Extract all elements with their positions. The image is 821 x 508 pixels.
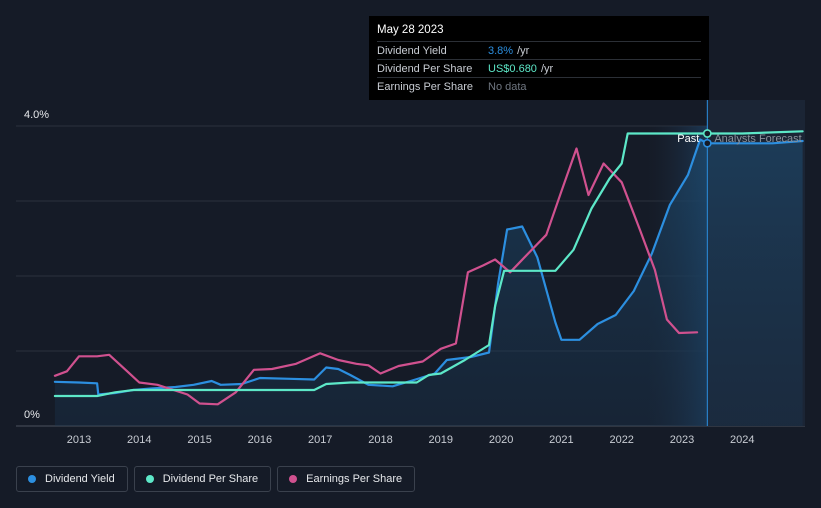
legend-item-dividend-yield[interactable]: Dividend Yield xyxy=(16,466,128,492)
tooltip-label: Dividend Yield xyxy=(377,44,447,57)
legend-dot-icon xyxy=(28,475,36,483)
tooltip-value: US$0.680 xyxy=(488,62,537,75)
x-tick-label: 2024 xyxy=(730,434,754,446)
past-label: Past xyxy=(677,133,699,145)
tooltip-date: May 28 2023 xyxy=(377,24,444,36)
x-tick-label: 2014 xyxy=(127,434,151,446)
dividend-yield-area xyxy=(54,139,803,426)
tooltip-row-dividend-yield: Dividend Yield 3.8% /yr xyxy=(377,41,701,59)
tooltip-label: Dividend Per Share xyxy=(377,62,473,75)
legend-label: Dividend Yield xyxy=(45,473,115,485)
legend-item-dividend-per-share[interactable]: Dividend Per Share xyxy=(133,466,272,492)
tooltip-row-dividend-per-share: Dividend Per Share US$0.680 /yr xyxy=(377,59,701,77)
chart-legend: Dividend Yield Dividend Per Share Earnin… xyxy=(16,466,416,492)
tooltip-unit: /yr xyxy=(517,44,530,57)
x-tick-label: 2019 xyxy=(429,434,453,446)
tooltip-label: Earnings Per Share xyxy=(377,80,473,93)
x-tick-label: 2015 xyxy=(187,434,211,446)
legend-item-earnings-per-share[interactable]: Earnings Per Share xyxy=(277,466,416,492)
x-tick-label: 2018 xyxy=(368,434,392,446)
dividend-yield-marker xyxy=(702,138,712,148)
dividend-per-share-line xyxy=(53,130,804,398)
legend-label: Earnings Per Share xyxy=(306,473,403,485)
y-tick-label-max: 4.0% xyxy=(24,109,49,121)
legend-dot-icon xyxy=(289,475,298,483)
tooltip-unit: /yr xyxy=(540,62,554,75)
y-tick-label-zero: 0% xyxy=(24,409,40,421)
x-tick-label: 2017 xyxy=(308,434,332,446)
x-tick-label: 2016 xyxy=(248,434,272,446)
dividend-per-share-marker xyxy=(702,129,712,138)
earnings-per-share-line xyxy=(53,147,699,406)
tooltip-value: No data xyxy=(488,80,527,93)
x-tick-label: 2020 xyxy=(489,434,513,446)
forecast-label: Analysts Forecast xyxy=(714,133,801,145)
hover-tooltip: May 28 2023 Dividend Yield 3.8% /yr Divi… xyxy=(369,16,709,100)
tooltip-value: 3.8% xyxy=(488,44,514,57)
x-tick-label: 2022 xyxy=(609,434,633,446)
x-tick-label: 2013 xyxy=(67,434,91,446)
x-tick-label: 2023 xyxy=(670,434,694,446)
x-tick-label: 2021 xyxy=(549,434,573,446)
legend-dot-icon xyxy=(145,475,154,483)
legend-label: Dividend Per Share xyxy=(162,473,259,485)
tooltip-row-earnings-per-share: Earnings Per Share No data xyxy=(377,77,701,95)
